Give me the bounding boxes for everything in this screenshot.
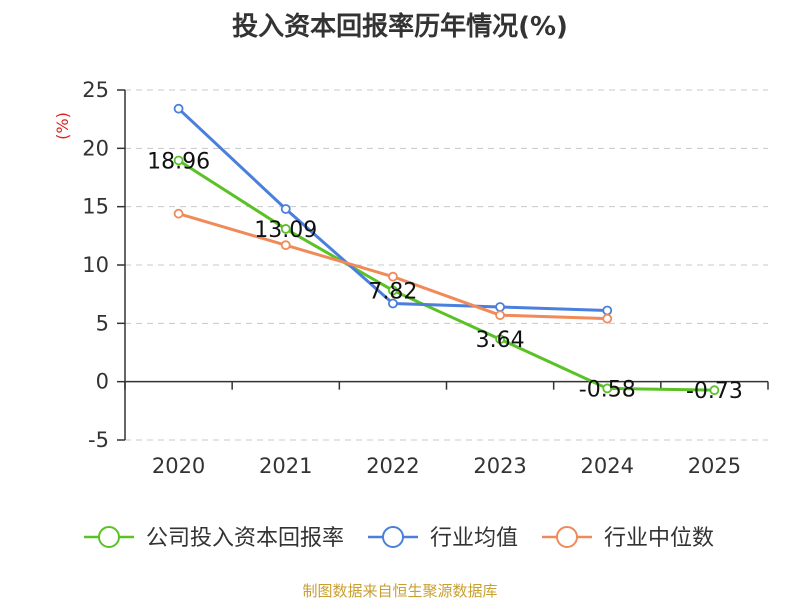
x-tick-label: 2024	[581, 454, 634, 478]
y-tick-label: 25	[82, 78, 109, 102]
data-point	[173, 155, 184, 166]
data-label: 7.82	[368, 279, 417, 304]
data-point	[495, 334, 505, 345]
data-label: 18.96	[147, 149, 210, 174]
y-tick-label: 5	[96, 311, 109, 335]
legend-marker	[98, 526, 120, 548]
grid	[125, 89, 768, 441]
data-point	[602, 313, 613, 324]
data-point	[280, 224, 291, 234]
data-point	[388, 298, 398, 309]
data-point	[602, 305, 613, 316]
legend-label: 行业中位数	[604, 526, 714, 551]
y-tick-label: 0	[96, 370, 109, 394]
y-tick-label: -5	[88, 428, 109, 452]
data-point	[709, 385, 720, 396]
data-point	[280, 204, 291, 214]
chart-title: 投入资本回报率历年情况(%)	[232, 12, 568, 42]
y-axis-label: (%)	[53, 112, 72, 140]
y-tick-label: 10	[82, 253, 109, 277]
data-point	[173, 208, 184, 219]
legend-label: 行业均值	[430, 526, 518, 551]
series	[173, 103, 720, 396]
data-label: -0.58	[579, 377, 636, 402]
y-tick-label: 20	[82, 136, 109, 160]
data-point	[602, 383, 613, 394]
legend-marker	[556, 526, 578, 548]
x-tick-label: 2023	[473, 454, 526, 478]
data-label: -0.73	[686, 379, 743, 404]
source-footer: 制图数据来自恒生聚源数据库	[302, 582, 498, 600]
x-tick-label: 2025	[688, 454, 741, 478]
legend-marker	[382, 526, 404, 548]
legend: 公司投入资本回报率 行业均值 行业中位数	[84, 526, 714, 551]
x-tick-label: 2022	[366, 454, 419, 478]
x-tick-label: 2020	[152, 454, 205, 478]
legend-label: 公司投入资本回报率	[146, 526, 344, 551]
y-tick-label: 15	[82, 195, 109, 219]
data-point	[173, 103, 184, 114]
x-tick-label: 2021	[259, 454, 312, 478]
data-label: 13.09	[254, 218, 317, 243]
data-point	[388, 285, 398, 296]
data-point	[495, 302, 505, 312]
data-point	[280, 240, 291, 251]
series-line	[177, 159, 715, 392]
data-point	[495, 310, 505, 321]
data-label: 3.64	[476, 328, 525, 353]
data-labels: 18.96 13.09 7.82 3.64 -0.58 -0.73	[147, 149, 743, 404]
data-point	[388, 271, 398, 282]
